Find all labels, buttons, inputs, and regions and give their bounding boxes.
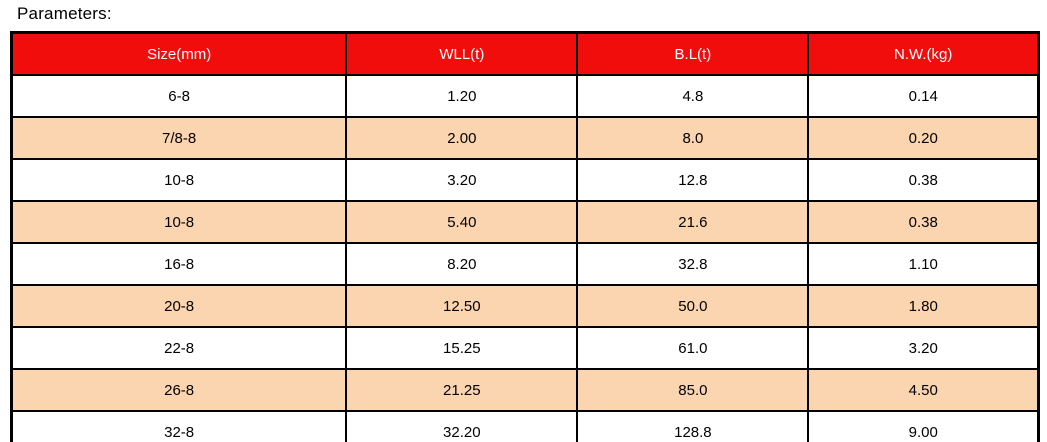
table-cell: 4.8 <box>576 74 810 118</box>
page-title: Parameters: <box>17 4 112 23</box>
table-row: 20-8 12.50 50.0 1.80 <box>10 284 1040 328</box>
table-cell: 128.8 <box>576 410 810 442</box>
table-cell: 0.20 <box>807 116 1040 160</box>
table-cell: 2.00 <box>345 116 579 160</box>
table-cell: 50.0 <box>576 284 810 328</box>
parameters-table: Size(mm) WLL(t) B.L(t) N.W.(kg) 6-8 1.20 4.8 0… <box>10 31 1040 442</box>
table-cell: 4.50 <box>807 368 1040 412</box>
table-cell: 21.25 <box>345 368 579 412</box>
header-cell: WLL(t) <box>345 31 579 76</box>
table-cell: 7/8-8 <box>10 116 348 160</box>
table-cell: 0.38 <box>807 158 1040 202</box>
table-cell: 61.0 <box>576 326 810 370</box>
table-cell: 1.20 <box>345 74 579 118</box>
table-cell: 32.20 <box>345 410 579 442</box>
table-cell: 26-8 <box>10 368 348 412</box>
table-cell: 9.00 <box>807 410 1040 442</box>
table-row: 10-8 3.20 12.8 0.38 <box>10 158 1040 202</box>
table-cell: 12.8 <box>576 158 810 202</box>
table-cell: 21.6 <box>576 200 810 244</box>
table-cell: 12.50 <box>345 284 579 328</box>
table-cell: 85.0 <box>576 368 810 412</box>
table-row: 22-8 15.25 61.0 3.20 <box>10 326 1040 370</box>
table-body: 6-8 1.20 4.8 0.14 7/8-8 2.00 8.0 0.20 10-8 3.20 12… <box>10 74 1040 442</box>
table-cell: 32.8 <box>576 242 810 286</box>
table-cell: 3.20 <box>807 326 1040 370</box>
header-row: Size(mm) WLL(t) B.L(t) N.W.(kg) <box>10 31 1040 76</box>
table-cell: 3.20 <box>345 158 579 202</box>
table-row: 6-8 1.20 4.8 0.14 <box>10 74 1040 118</box>
table-cell: 5.40 <box>345 200 579 244</box>
table-cell: 8.0 <box>576 116 810 160</box>
table-cell: 32-8 <box>10 410 348 442</box>
header-cell: Size(mm) <box>10 31 348 76</box>
table-cell: 8.20 <box>345 242 579 286</box>
table-row: 10-8 5.40 21.6 0.38 <box>10 200 1040 244</box>
table-cell: 15.25 <box>345 326 579 370</box>
table-row: 16-8 8.20 32.8 1.10 <box>10 242 1040 286</box>
table-cell: 10-8 <box>10 200 348 244</box>
table-row: 32-8 32.20 128.8 9.00 <box>10 410 1040 442</box>
table-cell: 0.14 <box>807 74 1040 118</box>
table-cell: 6-8 <box>10 74 348 118</box>
table-cell: 16-8 <box>10 242 348 286</box>
table-cell: 1.10 <box>807 242 1040 286</box>
table-cell: 1.80 <box>807 284 1040 328</box>
header-cell: N.W.(kg) <box>807 31 1040 76</box>
table-cell: 20-8 <box>10 284 348 328</box>
table-row: 7/8-8 2.00 8.0 0.20 <box>10 116 1040 160</box>
table-header: Size(mm) WLL(t) B.L(t) N.W.(kg) <box>10 31 1040 76</box>
table-cell: 22-8 <box>10 326 348 370</box>
table-cell: 0.38 <box>807 200 1040 244</box>
header-cell: B.L(t) <box>576 31 810 76</box>
table-row: 26-8 21.25 85.0 4.50 <box>10 368 1040 412</box>
table-cell: 10-8 <box>10 158 348 202</box>
